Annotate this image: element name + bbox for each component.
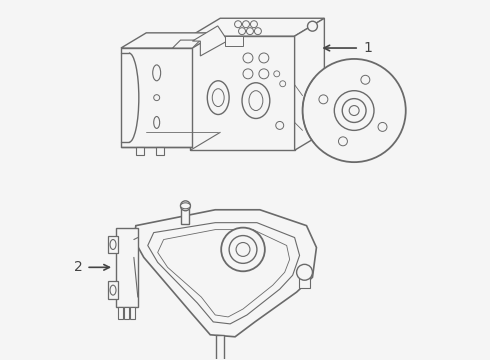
- Bar: [116, 228, 138, 307]
- Circle shape: [378, 122, 387, 131]
- Circle shape: [246, 28, 253, 35]
- Ellipse shape: [110, 285, 116, 295]
- Bar: [216, 335, 224, 360]
- Circle shape: [342, 99, 366, 122]
- Bar: [136, 147, 144, 155]
- Circle shape: [239, 28, 245, 35]
- Polygon shape: [148, 223, 299, 324]
- Ellipse shape: [154, 117, 160, 129]
- Circle shape: [235, 21, 242, 28]
- Circle shape: [308, 21, 318, 31]
- Polygon shape: [158, 230, 290, 317]
- Circle shape: [334, 91, 374, 130]
- Ellipse shape: [153, 65, 161, 81]
- Circle shape: [339, 137, 347, 146]
- Ellipse shape: [207, 81, 229, 114]
- Bar: [118, 307, 123, 319]
- Circle shape: [296, 264, 313, 280]
- Polygon shape: [191, 18, 324, 36]
- Text: 2: 2: [74, 260, 82, 274]
- Polygon shape: [121, 48, 193, 147]
- Polygon shape: [294, 18, 324, 150]
- Ellipse shape: [180, 203, 191, 209]
- Circle shape: [229, 235, 257, 264]
- Circle shape: [243, 21, 249, 28]
- Polygon shape: [193, 26, 228, 56]
- Polygon shape: [134, 210, 317, 337]
- Circle shape: [236, 243, 250, 256]
- Circle shape: [319, 95, 328, 104]
- Circle shape: [221, 228, 265, 271]
- Bar: [124, 307, 129, 319]
- Circle shape: [254, 28, 261, 35]
- Bar: [108, 235, 118, 253]
- Bar: [225, 36, 243, 46]
- Circle shape: [250, 21, 257, 28]
- Polygon shape: [121, 33, 218, 48]
- Circle shape: [302, 59, 406, 162]
- Circle shape: [259, 53, 269, 63]
- Bar: [181, 206, 190, 224]
- Circle shape: [276, 121, 284, 129]
- Circle shape: [361, 75, 370, 84]
- Bar: [298, 268, 311, 288]
- Polygon shape: [191, 36, 294, 150]
- Bar: [156, 147, 164, 155]
- Bar: [108, 281, 118, 299]
- Ellipse shape: [249, 91, 263, 111]
- Circle shape: [243, 53, 253, 63]
- Polygon shape: [172, 40, 200, 48]
- Bar: [130, 307, 135, 319]
- Circle shape: [180, 201, 191, 211]
- Circle shape: [349, 105, 359, 116]
- Circle shape: [243, 69, 253, 79]
- Circle shape: [259, 69, 269, 79]
- Ellipse shape: [242, 83, 270, 118]
- Ellipse shape: [212, 89, 224, 107]
- Circle shape: [154, 95, 160, 100]
- Ellipse shape: [110, 239, 116, 249]
- Text: 1: 1: [363, 41, 372, 55]
- Circle shape: [280, 81, 286, 87]
- Circle shape: [274, 71, 280, 77]
